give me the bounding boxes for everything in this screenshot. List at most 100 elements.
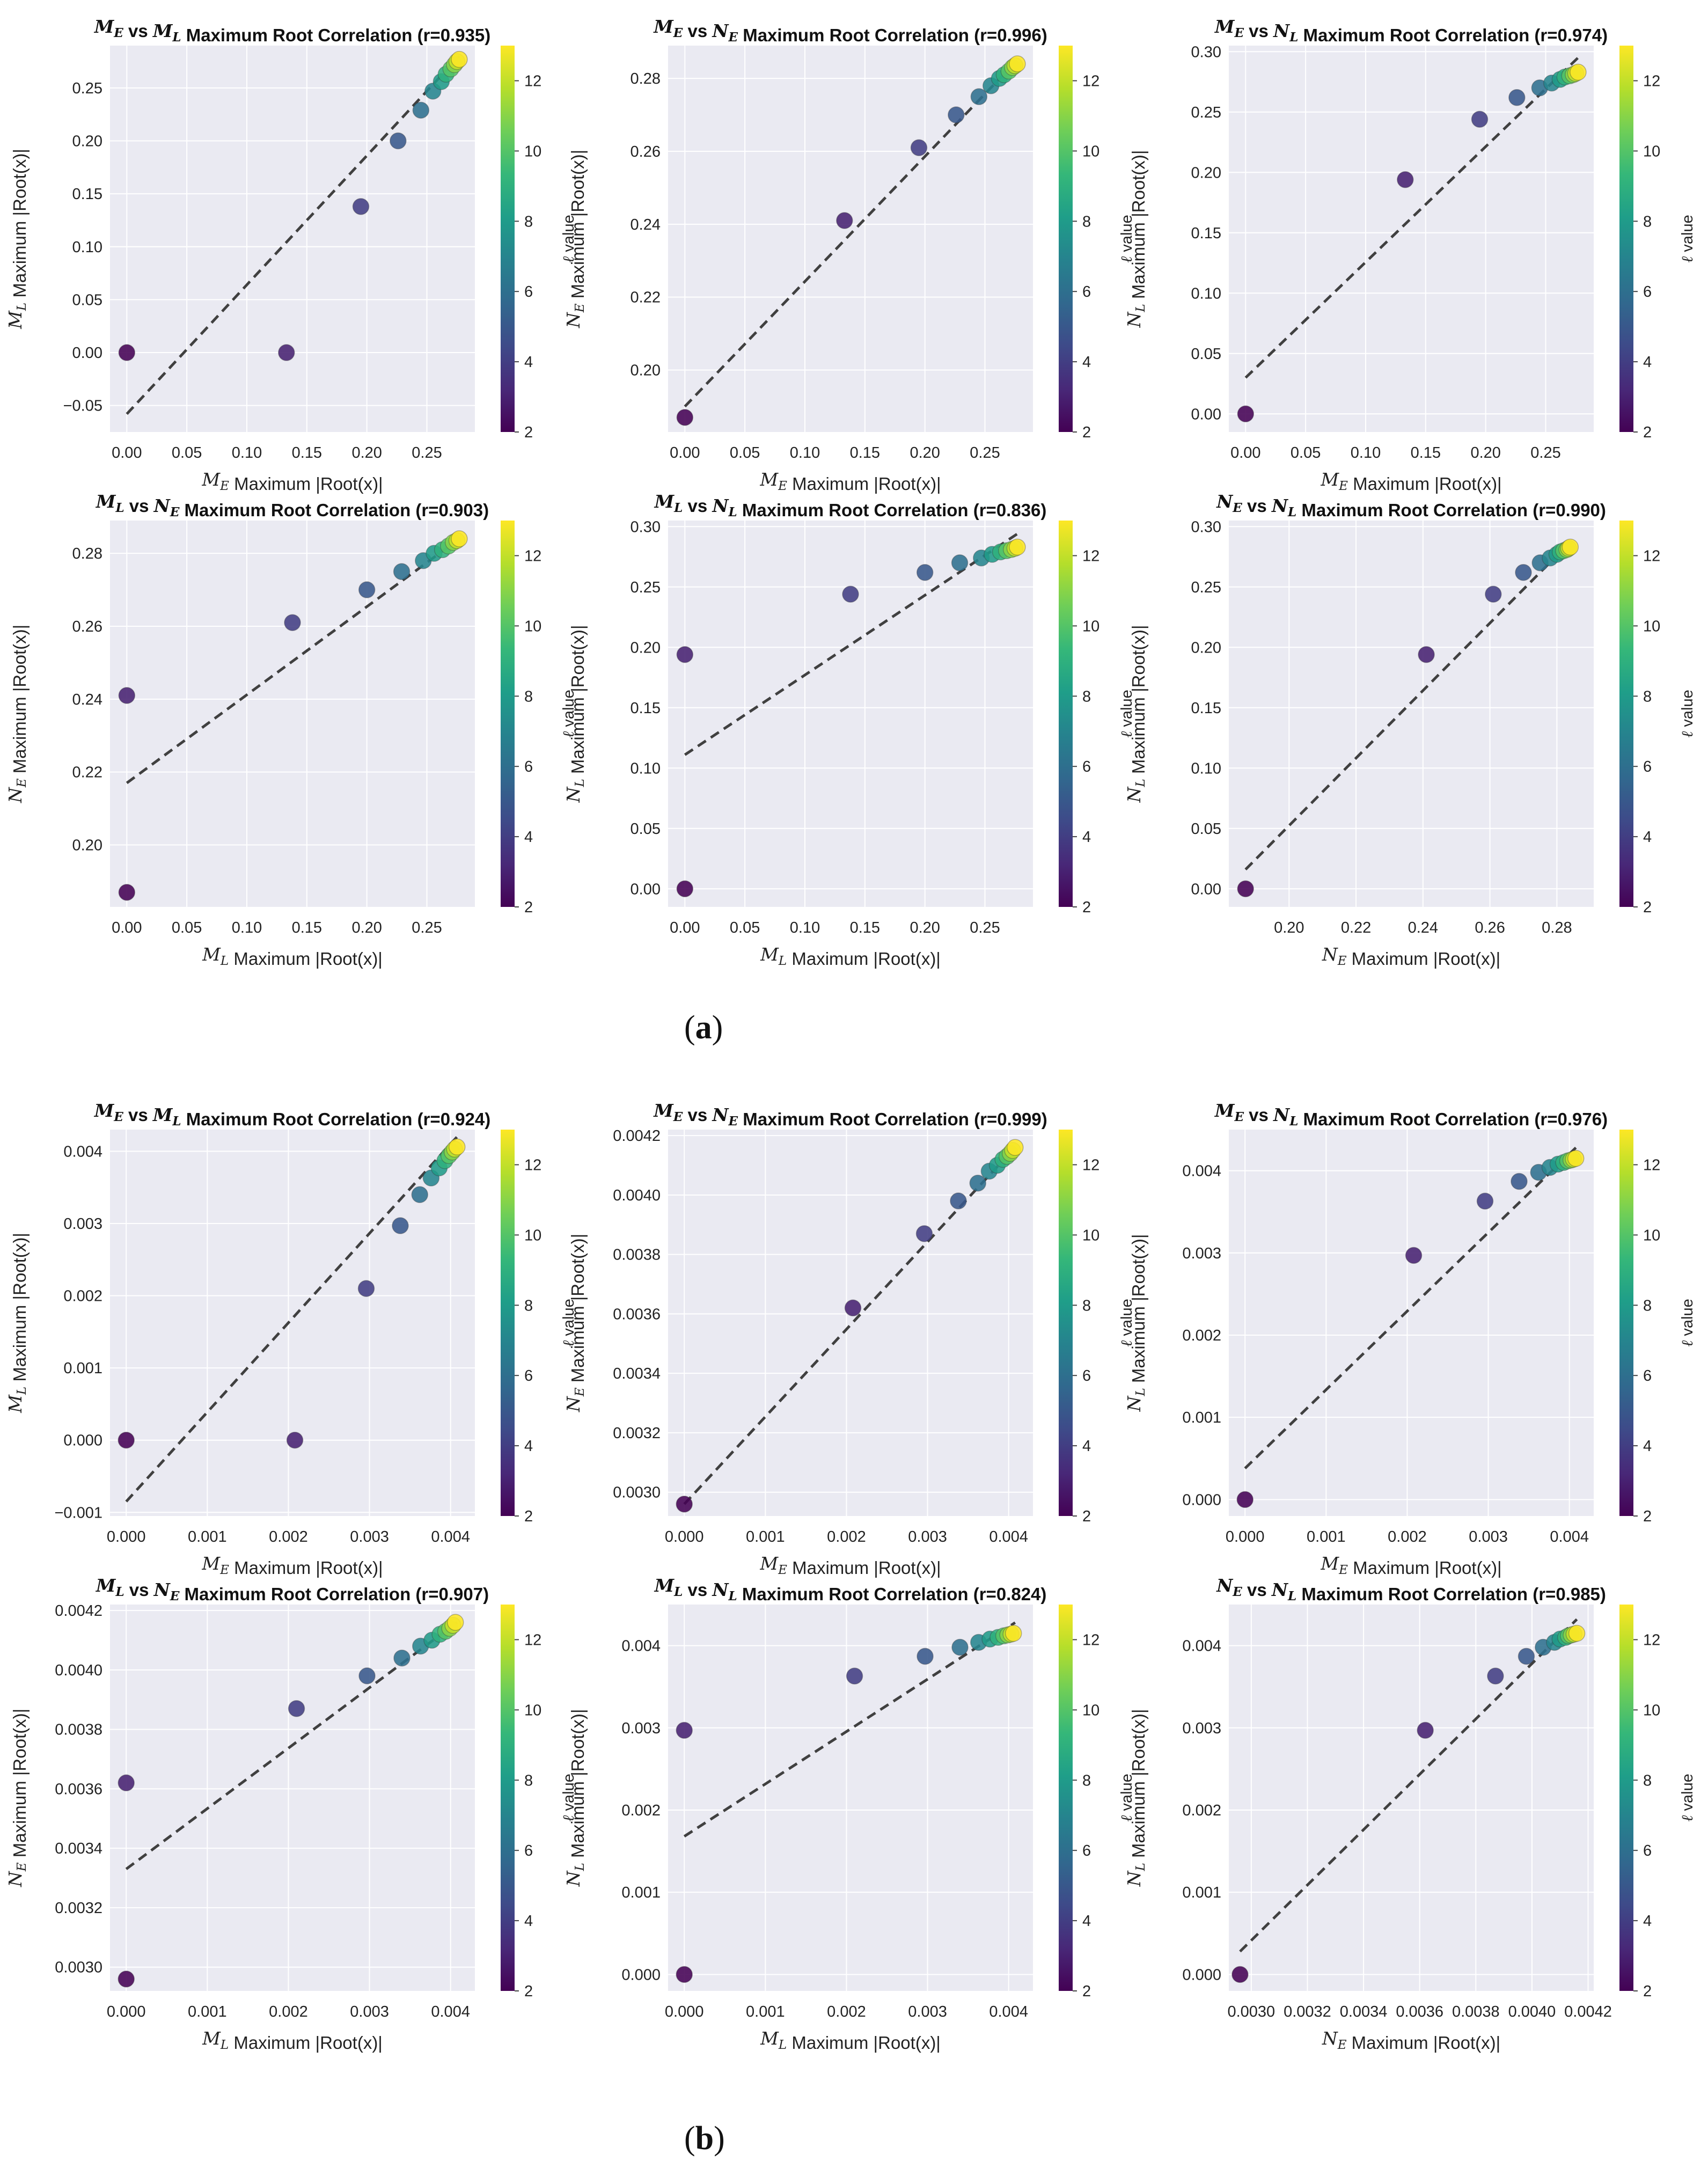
colorbar-tick-label: 10 [1643,1227,1660,1244]
x-tick-label: 0.003 [1469,1528,1508,1546]
y-tick-label: 0.000 [63,1432,102,1449]
data-point [844,1299,862,1317]
data-point [676,409,694,426]
x-tick-label: 0.10 [790,919,820,936]
y-tick-label: 0.0038 [613,1247,661,1264]
x-tick-label: 0.0034 [1340,2003,1388,2020]
y-tick-label: 0.20 [72,133,102,150]
x-axis-label: NE Maximum |Root(x)| [1322,2028,1500,2053]
colorbar-tick-label: 4 [1082,354,1091,371]
y-tick-label: 0.0034 [613,1365,661,1382]
colorbar-tick-label: 4 [1082,1438,1091,1455]
colorbar-tick-label: 8 [1643,213,1652,230]
x-tick-label: 0.0040 [1508,2003,1556,2020]
x-tick-label: 0.20 [1470,444,1500,462]
x-tick-label: 0.10 [232,919,262,936]
regression-line [126,55,460,415]
data-point [118,884,136,901]
colorbar-label: ℓ value [1678,690,1696,737]
colorbar-tick-label: 6 [1082,758,1091,775]
panel-label-b: (b) [684,2120,725,2157]
x-tick-label: 0.000 [107,2003,146,2020]
x-tick-label: 0.20 [351,919,382,936]
colorbar-tick-label: 6 [524,283,533,301]
colorbar-tick-label: 8 [524,213,533,230]
x-tick-label: 0.20 [351,444,382,462]
x-tick-label: 0.00 [112,919,142,936]
y-tick-label: 0.20 [72,837,102,854]
y-tick-label: 0.0040 [55,1662,102,1679]
y-tick-label: 0.28 [72,545,102,562]
y-axis-label: NL Maximum |Root(x)| [1124,1709,1148,1887]
x-tick-label: 0.05 [172,444,202,462]
y-axis-label: NE Maximum |Root(x)| [5,1709,30,1887]
y-tick-label: −0.05 [63,398,102,415]
data-point [951,554,969,572]
chart-title: ME vs NL Maximum Root Correlation (r=0.9… [1214,16,1608,45]
regression-line [684,59,1018,408]
y-tick-label: 0.000 [621,1966,661,1983]
x-tick-label: 0.004 [1550,1528,1589,1546]
colorbar-tick-label: 8 [1082,688,1091,705]
plot-area [110,521,475,907]
data-point [446,1614,464,1631]
data-point [1417,1722,1434,1739]
y-tick-label: 0.05 [72,291,102,309]
colorbar-label: ℓ value [559,215,577,262]
data-point [118,344,136,361]
x-tick-label: 0.002 [269,1528,308,1546]
data-point [1511,1173,1528,1190]
x-tick-label: 0.001 [746,1528,785,1546]
data-point [357,1280,375,1297]
y-axis-label: NL Maximum |Root(x)| [1124,150,1148,328]
x-tick-label: 0.002 [269,2003,308,2020]
data-point [1471,111,1489,128]
colorbar [501,46,515,432]
colorbar-tick-label: 12 [1643,547,1660,565]
x-axis-label: ML Maximum |Root(x)| [202,2028,383,2053]
data-point [1568,1624,1586,1642]
y-tick-label: 0.003 [1182,1245,1221,1262]
colorbar-label: ℓ value [1678,1774,1696,1821]
data-point [390,132,407,150]
data-point [1237,880,1254,897]
y-axis-label: NL Maximum |Root(x)| [563,1709,588,1887]
regression-line [683,1621,1016,1838]
x-tick-label: 0.25 [970,919,1000,936]
x-tick-label: 0.004 [431,1528,470,1546]
data-point [950,1192,967,1210]
data-point [278,344,295,361]
colorbar-tick-label: 12 [524,547,541,565]
colorbar-tick-label: 4 [1082,829,1091,846]
data-point [286,1431,304,1449]
colorbar-label: ℓ value [1678,1299,1696,1346]
data-point [412,101,430,119]
x-tick-label: 0.00 [1230,444,1260,462]
colorbar-tick-label: 4 [1643,829,1652,846]
x-tick-label: 0.25 [412,919,442,936]
colorbar [1619,1605,1633,1991]
colorbar-tick-label: 2 [1643,1508,1652,1525]
x-tick-label: 0.0038 [1452,2003,1500,2020]
colorbar-tick-label: 12 [1643,1631,1660,1649]
colorbar-tick-label: 2 [1082,1508,1091,1525]
colorbar-tick-label: 4 [1643,1438,1652,1455]
y-tick-label: 0.001 [1182,1409,1221,1426]
y-tick-label: 0.0042 [55,1602,102,1620]
colorbar-tick-label: 8 [1643,1772,1652,1789]
subplot-a-6: 0.20 0.22 0.24 0.26 0.28 0.00 0.05 0.10 0.15 0.20… [1124,491,1696,969]
y-tick-label: 0.25 [72,80,102,97]
colorbar-tick-label: 4 [1643,1913,1652,1930]
data-point [970,88,988,105]
x-tick-label: 0.05 [172,919,202,936]
chart-title: ME vs ML Maximum Root Correlation (r=0.9… [94,16,491,45]
y-tick-label: 0.30 [631,518,661,536]
colorbar-tick-label: 8 [1082,213,1091,230]
colorbar [1059,1605,1073,1991]
colorbar-tick-label: 6 [524,758,533,775]
x-tick-label: 0.003 [908,1528,947,1546]
y-tick-label: 0.004 [63,1143,102,1160]
data-point [288,1700,305,1717]
x-tick-label: 0.15 [850,919,880,936]
colorbar-tick-label: 10 [1643,143,1660,160]
